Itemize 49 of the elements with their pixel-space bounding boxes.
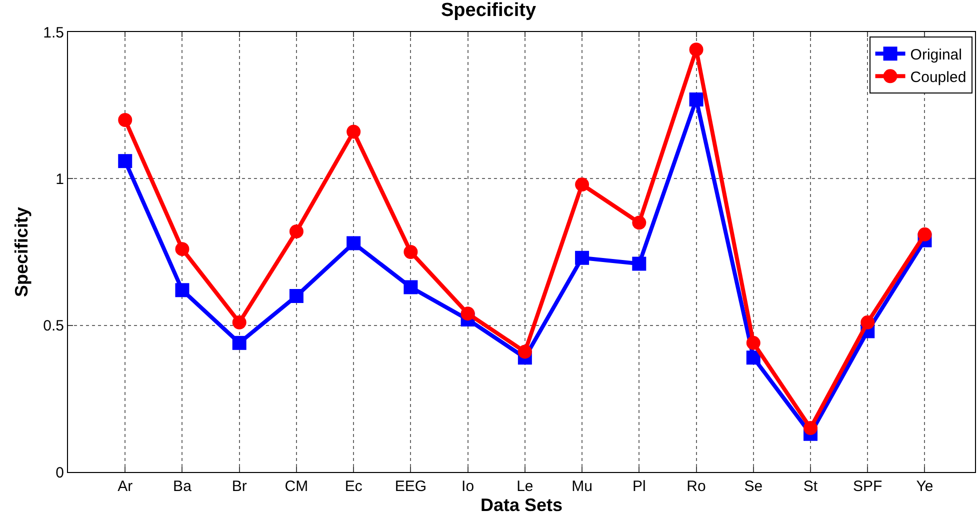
point: [404, 280, 418, 294]
point: [689, 92, 704, 106]
y-tick-label: 1.5: [43, 24, 64, 42]
x-tick-label: Ar: [118, 478, 133, 495]
point: [575, 250, 590, 265]
point: [404, 245, 418, 259]
x-tick-label: Io: [462, 478, 474, 495]
point: [232, 315, 246, 330]
x-tick-label: Ro: [686, 478, 706, 495]
point: [118, 113, 132, 127]
point: [918, 227, 932, 242]
x-tick-label: Ec: [344, 478, 363, 495]
point: [232, 336, 246, 350]
x-axis-title: Data Sets: [480, 495, 563, 516]
point: [746, 350, 760, 365]
x-tick-label: CM: [284, 478, 308, 495]
point: [804, 421, 818, 435]
point: [860, 315, 875, 330]
y-tick-label: 0.5: [43, 318, 64, 335]
point: [346, 236, 361, 250]
point: [289, 289, 304, 303]
point: [632, 216, 646, 230]
x-tick-label: EEG: [394, 478, 427, 495]
x-tick-label: St: [803, 478, 818, 495]
y-tick-label: 0: [56, 464, 64, 482]
y-axis-title: Specificity: [11, 206, 32, 298]
point: [175, 242, 190, 256]
point: [175, 283, 190, 298]
x-tick-label: Pl: [632, 478, 646, 495]
point: [746, 336, 760, 350]
point: [289, 224, 304, 238]
legend-label: Coupled: [910, 69, 966, 86]
point: [632, 256, 646, 271]
point: [346, 124, 361, 139]
point: [575, 178, 590, 192]
legend-label: Original: [910, 46, 962, 64]
x-tick-label: Se: [744, 478, 763, 495]
point: [460, 306, 475, 321]
x-tick-label: SPF: [853, 478, 882, 495]
point: [118, 154, 132, 168]
point: [518, 344, 532, 359]
x-tick-label: Br: [232, 478, 247, 495]
chart-title: Specificity: [440, 0, 536, 21]
point: [689, 42, 704, 57]
x-tick-label: Mu: [572, 478, 592, 495]
x-tick-label: Ba: [173, 478, 192, 495]
x-tick-label: Le: [516, 478, 534, 495]
y-tick-label: 1: [56, 170, 64, 188]
x-tick-label: Ye: [916, 478, 934, 495]
